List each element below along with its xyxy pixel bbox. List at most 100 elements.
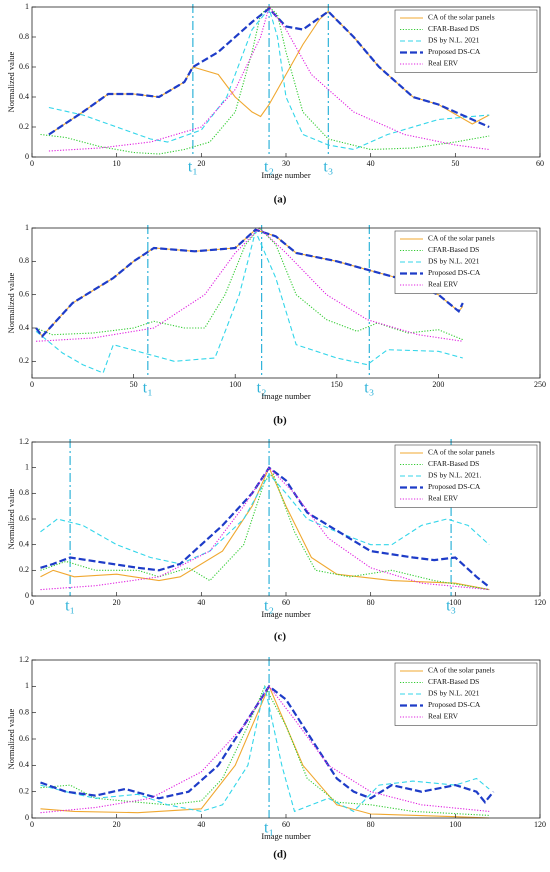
series-line bbox=[40, 466, 490, 591]
x-tick-label: 80 bbox=[367, 598, 375, 607]
caption: (a) bbox=[274, 194, 287, 206]
x-tick-label: 40 bbox=[197, 598, 205, 607]
y-tick-label: 0.4 bbox=[19, 539, 29, 548]
legend-label: CA of the solar panels bbox=[428, 448, 495, 457]
marker-label: t₂ bbox=[264, 159, 274, 176]
y-tick-label: 0.2 bbox=[19, 786, 29, 795]
legend-label: CA of the solar panels bbox=[428, 666, 495, 675]
marker-label: t₂ bbox=[264, 598, 274, 615]
series-line bbox=[40, 686, 490, 813]
y-tick-label: 0.2 bbox=[19, 122, 29, 131]
x-tick-label: 10 bbox=[113, 159, 121, 168]
y-tick-label: 1 bbox=[25, 681, 29, 690]
series-line bbox=[40, 466, 490, 591]
x-tick-label: 200 bbox=[432, 380, 444, 389]
x-tick-label: 40 bbox=[197, 820, 205, 829]
y-tick-label: 1 bbox=[25, 462, 29, 471]
y-tick-label: 0 bbox=[25, 152, 29, 161]
y-tick-label: 0.2 bbox=[19, 356, 29, 365]
y-tick-label: 0.6 bbox=[19, 734, 29, 743]
x-tick-label: 120 bbox=[534, 598, 546, 607]
y-tick-label: 0 bbox=[25, 813, 29, 822]
marker-label: t₃ bbox=[364, 380, 374, 397]
x-tick-label: 80 bbox=[367, 820, 375, 829]
marker-label: t₁ bbox=[65, 598, 75, 615]
legend-label: Proposed DS-CA bbox=[428, 268, 481, 277]
x-tick-label: 100 bbox=[229, 380, 241, 389]
marker-label: t₃ bbox=[323, 159, 333, 176]
y-axis-label: Normalized value bbox=[6, 272, 16, 333]
caption: (d) bbox=[273, 849, 287, 861]
legend-label: DS by N.L. 2021 bbox=[428, 257, 480, 266]
marker-label: t₂ bbox=[257, 380, 267, 397]
plot-frame bbox=[31, 227, 541, 379]
series-line bbox=[48, 7, 490, 136]
legend-label: Real ERV bbox=[428, 280, 459, 289]
legend-label: CFAR-Based DS bbox=[428, 245, 479, 254]
x-tick-label: 20 bbox=[113, 598, 121, 607]
x-tick-label: 20 bbox=[113, 820, 121, 829]
y-tick-label: 0.6 bbox=[19, 62, 29, 71]
x-axis-label: Image number bbox=[261, 831, 310, 841]
series-line bbox=[40, 466, 490, 588]
x-axis-label: Image number bbox=[261, 170, 310, 180]
y-axis-label: Normalized value bbox=[6, 488, 16, 549]
x-tick-label: 50 bbox=[451, 159, 459, 168]
series-line bbox=[40, 685, 490, 814]
series-line bbox=[40, 473, 490, 591]
legend-label: Proposed DS-CA bbox=[428, 700, 481, 709]
y-tick-label: 1.2 bbox=[19, 655, 29, 664]
legend-label: Real ERV bbox=[428, 59, 459, 68]
y-tick-label: 0.4 bbox=[19, 323, 29, 332]
y-tick-label: 1 bbox=[25, 223, 29, 232]
x-tick-label: 0 bbox=[30, 380, 34, 389]
x-tick-label: 120 bbox=[534, 820, 546, 829]
legend-label: CFAR-Based DS bbox=[428, 24, 479, 33]
series-line bbox=[35, 228, 464, 339]
x-tick-label: 0 bbox=[30, 598, 34, 607]
legend-label: DS by N.L. 2021. bbox=[428, 471, 481, 480]
x-tick-label: 50 bbox=[130, 380, 138, 389]
marker-label: t₁ bbox=[188, 159, 198, 176]
x-tick-label: 100 bbox=[449, 820, 461, 829]
x-tick-label: 40 bbox=[367, 159, 375, 168]
x-tick-label: 150 bbox=[331, 380, 343, 389]
marker-label: t₁ bbox=[264, 820, 274, 837]
x-axis-label: Image number bbox=[261, 609, 310, 619]
y-tick-label: 0.8 bbox=[19, 707, 29, 716]
x-tick-label: 20 bbox=[197, 159, 205, 168]
legend-label: CFAR-Based DS bbox=[428, 459, 479, 468]
legend-label: Real ERV bbox=[428, 494, 459, 503]
y-tick-label: 1 bbox=[25, 2, 29, 11]
caption: (b) bbox=[273, 415, 287, 427]
x-axis-label: Image number bbox=[261, 391, 310, 401]
x-tick-label: 60 bbox=[282, 820, 290, 829]
y-tick-label: 0.6 bbox=[19, 289, 29, 298]
y-tick-label: 0.2 bbox=[19, 565, 29, 574]
y-tick-label: 0 bbox=[25, 591, 29, 600]
y-tick-label: 1.2 bbox=[19, 437, 29, 446]
y-tick-label: 0.8 bbox=[19, 256, 29, 265]
y-axis-label: Normalized value bbox=[6, 708, 16, 769]
caption: (c) bbox=[274, 631, 287, 643]
x-tick-label: 250 bbox=[534, 380, 546, 389]
x-tick-label: 60 bbox=[536, 159, 544, 168]
y-tick-label: 0.8 bbox=[19, 32, 29, 41]
series-line bbox=[40, 684, 495, 804]
y-tick-label: 0.8 bbox=[19, 488, 29, 497]
y-tick-label: 0.4 bbox=[19, 92, 29, 101]
series-line bbox=[40, 473, 490, 565]
x-tick-label: 100 bbox=[449, 598, 461, 607]
marker-label: t₃ bbox=[446, 598, 456, 615]
y-axis-label: Normalized value bbox=[6, 51, 16, 112]
x-tick-label: 30 bbox=[282, 159, 290, 168]
x-tick-label: 0 bbox=[30, 159, 34, 168]
x-tick-label: 60 bbox=[282, 598, 290, 607]
legend-label: DS by N.L. 2021 bbox=[428, 689, 480, 698]
y-tick-label: 0.6 bbox=[19, 514, 29, 523]
x-tick-label: 0 bbox=[30, 820, 34, 829]
legend-label: Proposed DS-CA bbox=[428, 47, 481, 56]
legend-label: Real ERV bbox=[428, 712, 459, 721]
legend-label: CA of the solar panels bbox=[428, 234, 495, 243]
